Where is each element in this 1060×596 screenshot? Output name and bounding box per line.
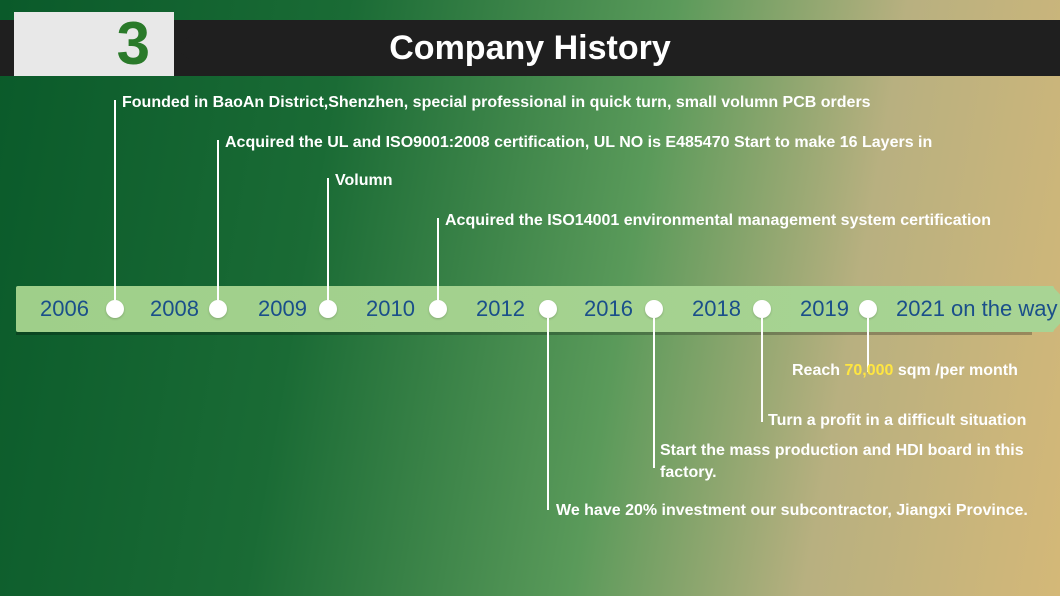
timeline-dot [859, 300, 877, 318]
timeline-caption: Acquired the UL and ISO9001:2008 certifi… [225, 132, 932, 154]
timeline-year: 2006 [40, 296, 89, 322]
timeline-connector [114, 100, 116, 300]
timeline-dot [209, 300, 227, 318]
slide-number: 3 [117, 14, 150, 74]
timeline-dot [539, 300, 557, 318]
timeline-connector [327, 178, 329, 300]
timeline-connector [653, 318, 655, 468]
timeline-year: 2012 [476, 296, 525, 322]
slide-number-arrow-icon [174, 32, 196, 64]
timeline-caption: Volumn [335, 170, 392, 192]
timeline-dot [429, 300, 447, 318]
timeline-connector [217, 140, 219, 300]
timeline-caption: Reach 70,000 sqm /per month [792, 360, 1018, 382]
timeline-dot [753, 300, 771, 318]
timeline-year: 2021 on the way [896, 296, 1057, 322]
timeline-year: 2009 [258, 296, 307, 322]
timeline-dot [106, 300, 124, 318]
timeline-year: 2018 [692, 296, 741, 322]
page-title: Company History [389, 29, 671, 68]
timeline-caption: Founded in BaoAn District,Shenzhen, spec… [122, 92, 871, 114]
timeline-dot [645, 300, 663, 318]
timeline-caption: We have 20% investment our subcontractor… [556, 500, 1028, 522]
timeline-connector [547, 318, 549, 510]
caption-highlight: 70,000 [844, 362, 893, 379]
timeline-year: 2019 [800, 296, 849, 322]
timeline-caption: Start the mass production and HDI board … [660, 440, 1030, 483]
timeline-year: 2008 [150, 296, 199, 322]
timeline-shadow [16, 332, 1032, 335]
timeline-year: 2010 [366, 296, 415, 322]
timeline-connector [437, 218, 439, 300]
timeline-year: 2016 [584, 296, 633, 322]
timeline-connector [761, 318, 763, 422]
slide-number-block: 3 [14, 12, 174, 76]
timeline-caption: Turn a profit in a difficult situation [768, 410, 1026, 432]
timeline-dot [319, 300, 337, 318]
timeline-caption: Acquired the ISO14001 environmental mana… [445, 210, 991, 232]
